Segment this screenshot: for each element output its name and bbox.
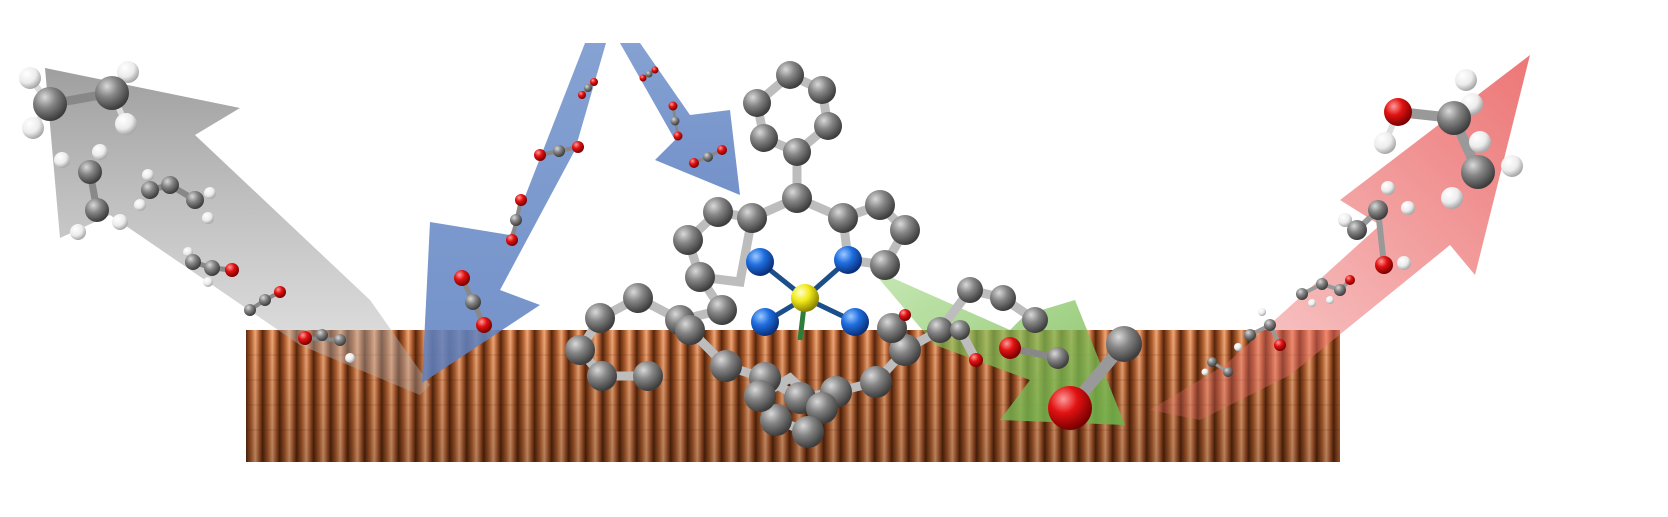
propane-molecule	[134, 169, 216, 224]
co2-molecule-6	[668, 101, 683, 141]
co2-molecule-5	[639, 66, 659, 82]
propanol-molecule-small-right	[1296, 275, 1355, 307]
co2-molecule-2	[534, 141, 584, 161]
ethanol-molecule-large	[1374, 69, 1523, 209]
hydrocarbon-product-arrow	[45, 68, 430, 395]
co-intermediate-arrow	[870, 268, 1125, 425]
adsorbed-propanol-molecule	[1234, 308, 1286, 351]
co2-molecule-4	[454, 270, 492, 333]
coh-intermediate	[999, 337, 1069, 369]
ethane-molecule	[54, 144, 128, 240]
co2-molecule-1	[578, 78, 598, 99]
metal-complex	[565, 61, 1048, 448]
propanol-molecule-medium	[1338, 181, 1415, 274]
ethylene-molecule	[19, 61, 139, 139]
adsorbed-ethanol-molecule	[298, 329, 355, 363]
alcohol-product-arrow	[1150, 55, 1530, 420]
co-molecule-large	[1048, 326, 1142, 430]
adsorbed-fragment-right	[1201, 357, 1233, 377]
co2-molecule-7	[689, 145, 727, 168]
propanol-molecule-small	[244, 286, 286, 316]
co2-molecule-3	[506, 194, 527, 246]
ethanol-molecule-small	[183, 247, 239, 287]
